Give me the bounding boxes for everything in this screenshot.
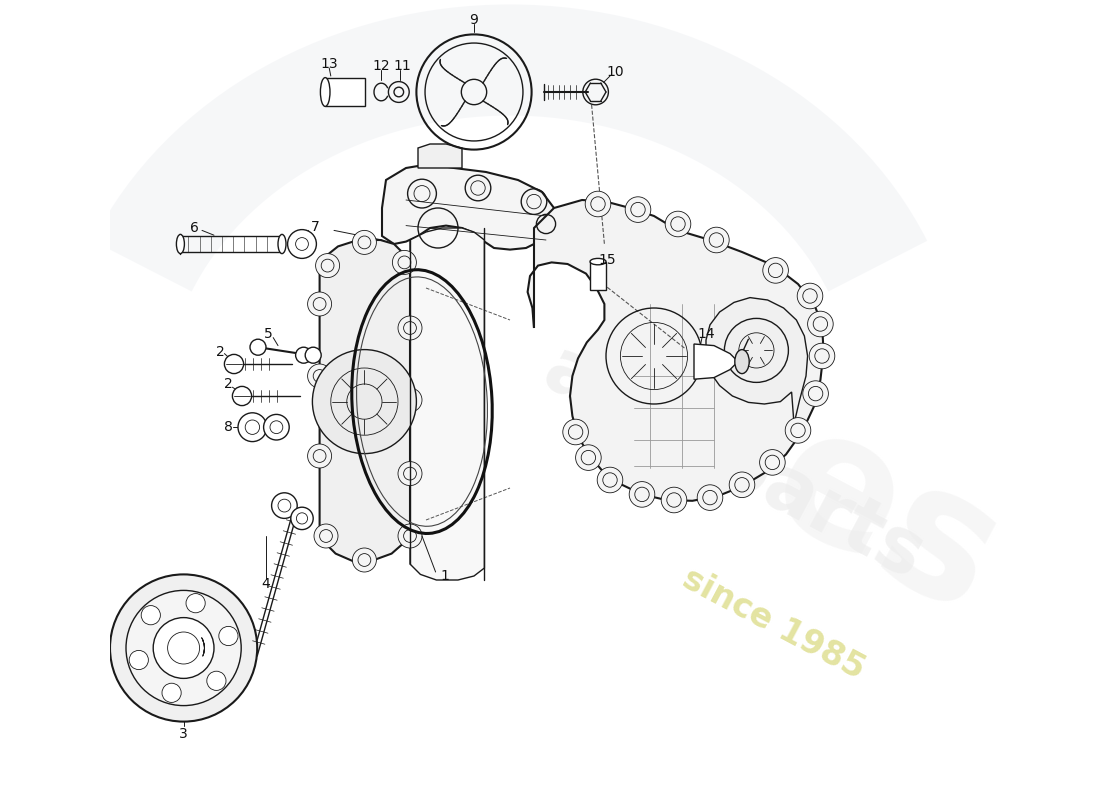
Circle shape xyxy=(661,487,686,513)
Circle shape xyxy=(803,381,828,406)
Circle shape xyxy=(272,493,297,518)
Polygon shape xyxy=(418,144,462,168)
Circle shape xyxy=(110,574,257,722)
Circle shape xyxy=(807,311,833,337)
Text: 6: 6 xyxy=(189,221,198,235)
Ellipse shape xyxy=(176,234,185,254)
Circle shape xyxy=(729,472,755,498)
Circle shape xyxy=(162,683,182,702)
Ellipse shape xyxy=(278,234,286,254)
Text: autoparts: autoparts xyxy=(531,333,937,595)
Circle shape xyxy=(398,316,422,340)
Text: since 1985: since 1985 xyxy=(678,562,871,686)
Circle shape xyxy=(352,230,376,254)
Circle shape xyxy=(398,524,422,548)
Text: 15: 15 xyxy=(598,253,616,267)
Circle shape xyxy=(126,590,241,706)
Text: 4: 4 xyxy=(262,577,271,591)
Ellipse shape xyxy=(590,258,606,265)
Text: 8: 8 xyxy=(224,420,233,434)
Circle shape xyxy=(308,444,331,468)
Circle shape xyxy=(129,650,149,670)
Polygon shape xyxy=(706,298,807,424)
Circle shape xyxy=(224,354,243,374)
Circle shape xyxy=(352,548,376,572)
Circle shape xyxy=(810,343,835,369)
Circle shape xyxy=(207,671,226,690)
Ellipse shape xyxy=(735,350,749,374)
Polygon shape xyxy=(694,344,738,379)
Circle shape xyxy=(563,419,589,445)
Text: 14: 14 xyxy=(697,327,715,342)
Bar xyxy=(590,262,606,290)
Circle shape xyxy=(785,418,811,443)
Circle shape xyxy=(704,227,729,253)
Polygon shape xyxy=(528,200,824,501)
Polygon shape xyxy=(320,240,410,562)
Circle shape xyxy=(762,258,789,283)
Circle shape xyxy=(597,467,623,493)
Text: 5: 5 xyxy=(264,327,273,342)
Polygon shape xyxy=(382,164,554,250)
Ellipse shape xyxy=(320,78,330,106)
Text: 2: 2 xyxy=(216,345,224,359)
Circle shape xyxy=(296,347,311,363)
Circle shape xyxy=(290,507,314,530)
Text: 11: 11 xyxy=(394,59,411,74)
Circle shape xyxy=(250,339,266,355)
Circle shape xyxy=(697,485,723,510)
Circle shape xyxy=(270,421,283,434)
Circle shape xyxy=(629,482,654,507)
Circle shape xyxy=(625,197,651,222)
Polygon shape xyxy=(410,228,484,580)
Text: 10: 10 xyxy=(607,65,625,79)
Circle shape xyxy=(305,347,321,363)
Circle shape xyxy=(308,364,331,388)
Circle shape xyxy=(264,414,289,440)
Circle shape xyxy=(238,413,267,442)
Text: es: es xyxy=(744,388,1028,652)
Circle shape xyxy=(245,420,260,434)
Circle shape xyxy=(232,386,252,406)
Circle shape xyxy=(141,606,161,625)
Circle shape xyxy=(398,388,422,412)
Circle shape xyxy=(186,594,206,613)
Circle shape xyxy=(760,450,785,475)
Circle shape xyxy=(393,250,417,274)
Text: 9: 9 xyxy=(470,13,478,27)
Text: 7: 7 xyxy=(310,220,319,234)
Circle shape xyxy=(219,626,238,646)
Circle shape xyxy=(666,211,691,237)
Bar xyxy=(326,78,365,106)
Text: 13: 13 xyxy=(320,57,338,71)
Circle shape xyxy=(575,445,602,470)
Text: 3: 3 xyxy=(179,727,188,742)
Circle shape xyxy=(314,524,338,548)
Circle shape xyxy=(153,618,214,678)
Circle shape xyxy=(308,292,331,316)
Text: 12: 12 xyxy=(373,59,390,74)
Circle shape xyxy=(798,283,823,309)
Circle shape xyxy=(585,191,611,217)
Text: 2: 2 xyxy=(224,377,233,391)
Circle shape xyxy=(287,230,317,258)
Circle shape xyxy=(312,350,417,454)
Circle shape xyxy=(316,254,340,278)
Circle shape xyxy=(398,462,422,486)
Text: 1: 1 xyxy=(440,569,449,583)
